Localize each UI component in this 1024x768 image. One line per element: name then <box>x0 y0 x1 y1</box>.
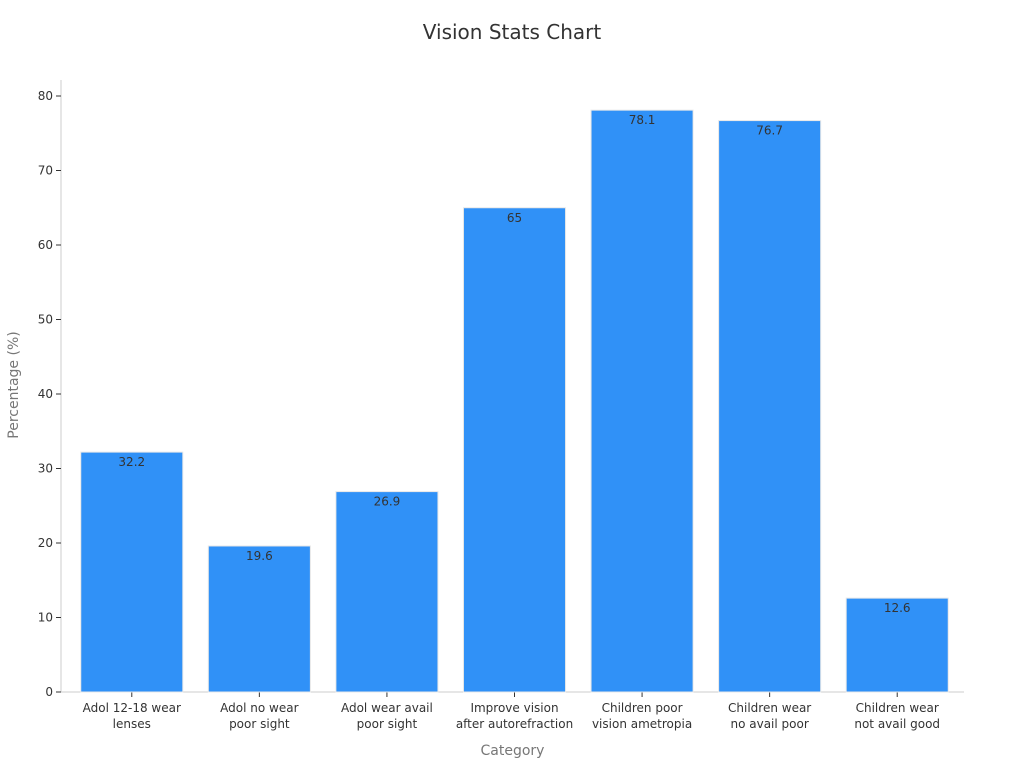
y-tick-label: 60 <box>38 238 53 252</box>
x-tick-label: poor sight <box>357 717 418 731</box>
chart-title: Vision Stats Chart <box>422 20 602 44</box>
x-tick-label: Children wear <box>856 701 939 715</box>
x-tick-label: Adol 12-18 wear <box>83 701 181 715</box>
bar-value-label: 78.1 <box>629 113 656 127</box>
y-tick-label: 70 <box>38 164 53 178</box>
x-tick-label: vision ametropia <box>592 717 692 731</box>
y-tick-label: 80 <box>38 89 53 103</box>
bar-value-label: 32.2 <box>118 455 145 469</box>
y-tick-label: 20 <box>38 536 53 550</box>
bar-value-label: 26.9 <box>374 495 401 509</box>
x-tick-label: after autorefraction <box>456 717 573 731</box>
x-tick-label: lenses <box>113 717 151 731</box>
x-axis: Adol 12-18 wear lenses Adol no wear poor si… <box>61 691 964 731</box>
bar-value-label: 12.6 <box>884 601 911 615</box>
x-axis-title: Category <box>481 743 545 759</box>
bar <box>207 545 311 693</box>
y-tick-label: 30 <box>38 462 53 476</box>
x-tick-label: Children wear <box>728 701 811 715</box>
y-tick-label: 10 <box>38 611 53 625</box>
bar <box>335 491 439 693</box>
bar-value-label: 76.7 <box>756 124 783 138</box>
bar-value-label: 65 <box>507 211 522 225</box>
bar <box>462 207 567 693</box>
bar-labels: 32.2 19.6 26.9 65 78.1 76.7 12.6 <box>118 113 910 615</box>
x-tick-label: poor sight <box>229 717 290 731</box>
x-tick-label: Adol no wear <box>220 701 298 715</box>
bar <box>80 451 184 693</box>
bar <box>845 597 949 693</box>
bar-value-label: 19.6 <box>246 549 273 563</box>
y-tick-label: 50 <box>38 313 53 327</box>
bars <box>80 109 949 693</box>
x-tick-label: no avail poor <box>730 717 808 731</box>
x-tick-label: Adol wear avail <box>341 701 433 715</box>
y-axis-title: Percentage (%) <box>6 331 22 438</box>
x-tick-label: not avail good <box>854 717 940 731</box>
x-tick-label: Children poor <box>602 701 683 715</box>
y-axis: 0 10 20 30 40 50 60 70 80 <box>38 80 62 699</box>
bar <box>718 120 822 693</box>
bar <box>590 109 694 693</box>
y-tick-label: 0 <box>45 685 53 699</box>
y-tick-label: 40 <box>38 387 53 401</box>
x-tick-label: Improve vision <box>470 701 558 715</box>
